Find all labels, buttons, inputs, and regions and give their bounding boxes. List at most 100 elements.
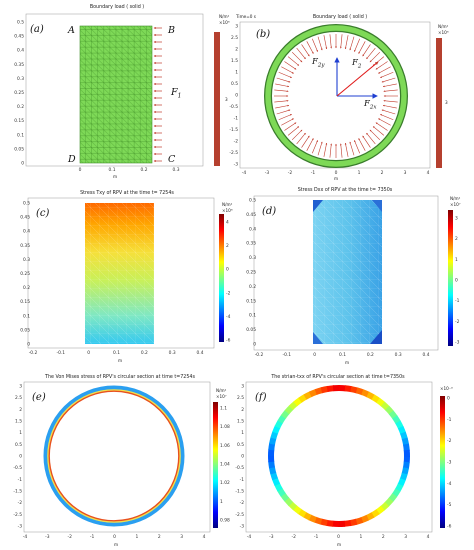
strain-ring-segment — [268, 442, 276, 451]
panel-e-y-tick: -1.5 — [13, 489, 22, 495]
panel-c-x-tick: -0.2 — [29, 350, 38, 356]
strain-ring-segment — [326, 385, 335, 392]
panel-f-cb-tick: -3 — [447, 460, 452, 466]
panel-f-y-tick: 3 — [241, 384, 244, 390]
strain-ring-segment — [288, 401, 298, 411]
panel-f-y-tick: -3 — [240, 524, 245, 530]
panel-c-y-tick: 0.35 — [20, 243, 30, 249]
panel-d: Stress Dxx of RPV at the time t= 7350s -… — [246, 187, 461, 365]
panel-e-y-tick: -1 — [18, 477, 23, 483]
radial-load-arrow — [369, 51, 381, 63]
radial-load-arrow — [301, 135, 310, 148]
panel-f-y-tick: -0.5 — [235, 465, 244, 471]
panel-d-title: Stress Dxx of RPV at the time t= 7350s — [298, 187, 393, 193]
radial-load-arrow — [275, 83, 290, 88]
panel-e-cb-tick: 1.08 — [220, 424, 230, 430]
panel-b-bar-unit: N/m² — [438, 24, 449, 29]
strain-ring-segment — [268, 466, 277, 475]
panel-e-ring-outer — [43, 385, 185, 527]
strain-ring-segment — [384, 497, 394, 507]
panel-e: The Von Mises stress of RPV's circular s… — [13, 374, 230, 547]
radial-load-arrow — [291, 51, 303, 63]
panel-a-y-tick: 0.3 — [17, 76, 24, 82]
panel-c-colorbar — [219, 214, 224, 342]
strain-ring-segment — [343, 520, 352, 527]
radial-load-arrow — [378, 118, 391, 126]
panel-d-cb-tick: 0 — [455, 278, 458, 284]
panel-c-y-tick: 0.1 — [23, 313, 30, 319]
panel-c-y-tick: 0.45 — [20, 215, 30, 221]
panel-f-label: (f) — [255, 392, 267, 403]
panel-b-y-tick: -1.5 — [229, 127, 238, 133]
panel-c-y-tick: 0 — [27, 342, 30, 348]
panel-b-label: (b) — [256, 29, 270, 40]
radial-load-arrow — [358, 41, 366, 54]
panel-a-axes — [25, 13, 204, 167]
radial-load-arrow — [276, 109, 291, 115]
panel-d-cb-tick: 1 — [455, 257, 458, 263]
panel-e-cb-tick: 1 — [220, 499, 223, 505]
radial-load-arrow — [278, 71, 292, 78]
panel-c-axes — [27, 197, 215, 349]
strain-ring-segment — [274, 419, 284, 429]
radial-load-arrow — [381, 109, 396, 115]
radial-load-arrow — [362, 44, 371, 57]
panel-c-title: Stress Txy of RPV at the time t= 7254s — [80, 190, 174, 196]
panel-b: Time=0 s Boundary load ( solid ) F2y F2 … — [229, 14, 448, 181]
panel-d-cb-tick: -2 — [455, 319, 460, 325]
panel-a-yticks: 0 0.05 0.1 0.15 0.2 0.25 0.3 0.35 0.4 0.45 0.5 — [14, 20, 24, 167]
panel-f-y-tick: 1.5 — [237, 419, 244, 425]
panel-a-load-arrows — [153, 26, 162, 163]
strain-ring-segment — [272, 425, 281, 434]
strain-ring-segment — [308, 514, 317, 523]
panel-d-y-tick: 0.35 — [246, 241, 256, 247]
strain-ring-segment — [401, 437, 410, 446]
strain-ring-segment — [375, 505, 385, 515]
panel-f-y-tick: 0.5 — [237, 442, 244, 448]
panel-e-y-tick: 1 — [19, 430, 22, 436]
panel-a-y-tick: 0.45 — [14, 34, 24, 40]
corner-a: A — [67, 25, 75, 36]
radial-load-arrow — [323, 35, 328, 50]
strain-ring-segment — [366, 391, 376, 401]
strain-ring-segment — [280, 409, 290, 419]
panel-d-cb-tick: -3 — [455, 340, 460, 346]
vector-f2-label: F2 — [351, 58, 362, 70]
strain-ring-segment — [360, 514, 370, 524]
panel-c-y-tick: 0.3 — [23, 257, 30, 263]
panel-c-mesh — [85, 203, 154, 344]
strain-ring-segment — [397, 425, 407, 435]
panel-a-x-tick: 0.2 — [141, 167, 148, 173]
strain-ring-segment — [380, 501, 390, 511]
panel-a-y-tick: 0.05 — [14, 146, 24, 152]
panel-b-x-tick: -3 — [265, 170, 270, 176]
panel-e-y-tick: 0.5 — [15, 442, 22, 448]
panel-d-xlabel: m — [345, 360, 349, 365]
panel-d-cb-unit: N/m² — [450, 196, 461, 201]
panel-e-x-tick: 0 — [113, 534, 116, 540]
strain-ring-segment — [384, 405, 394, 415]
panel-e-cb-tick: 1.1 — [220, 406, 227, 412]
panel-b-y-tick: 0 — [235, 93, 238, 99]
panel-c-cb-tick: 0 — [226, 267, 229, 273]
radial-load-arrow — [311, 38, 318, 52]
panel-f-xlabel: m — [337, 542, 341, 547]
strain-ring-segment — [293, 397, 303, 407]
panel-f-y-tick: 2.5 — [237, 395, 244, 401]
panel-e-title: The Von Mises stress of RPV's circular s… — [44, 374, 195, 380]
strain-ring-segment — [349, 518, 358, 527]
strain-ring-segment — [277, 414, 287, 424]
panel-d-corner-br — [370, 330, 382, 344]
panel-c-yticks: 0 0.05 0.1 0.15 0.2 0.25 0.3 0.35 0.4 0.45 0.5 — [20, 201, 30, 348]
strain-ring-segment — [297, 508, 307, 518]
corner-b: B — [167, 25, 175, 36]
panel-f-y-tick: -1.5 — [235, 489, 244, 495]
panel-a-y-tick: 0.2 — [17, 104, 24, 110]
strain-ring-segment — [399, 472, 408, 482]
panel-d-x-tick: 0.3 — [395, 352, 402, 358]
radial-load-arrow — [281, 118, 294, 126]
panel-e-x-tick: 2 — [158, 534, 161, 540]
panel-a-label: (a) — [30, 24, 44, 35]
panel-b-y-tick: -3 — [234, 162, 239, 168]
panel-d-x-tick: 0 — [313, 352, 316, 358]
